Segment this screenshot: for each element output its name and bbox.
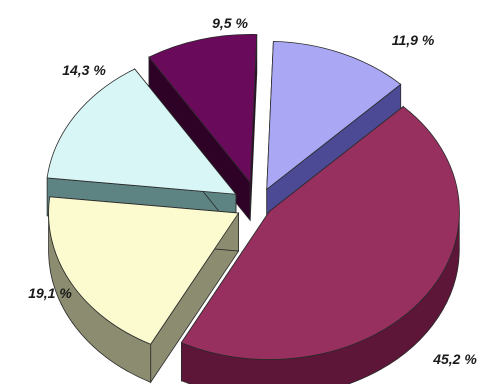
pie-slice-top — [48, 196, 240, 345]
pie-slice — [148, 34, 258, 222]
pie-slice — [180, 105, 460, 384]
pie-slice — [48, 196, 240, 384]
pie-slice-top — [180, 105, 460, 360]
pie-slice-top — [266, 40, 402, 191]
slice-value-label: 11,9 % — [392, 32, 435, 48]
pie-slice-top — [46, 68, 237, 195]
slice-value-label: 19,1 % — [28, 285, 72, 301]
slice-value-label: 9,5 % — [212, 15, 248, 31]
pie-slice-top — [148, 34, 258, 184]
slice-value-label: 45,2 % — [432, 351, 477, 367]
slice-value-label: 14,3 % — [62, 62, 106, 78]
